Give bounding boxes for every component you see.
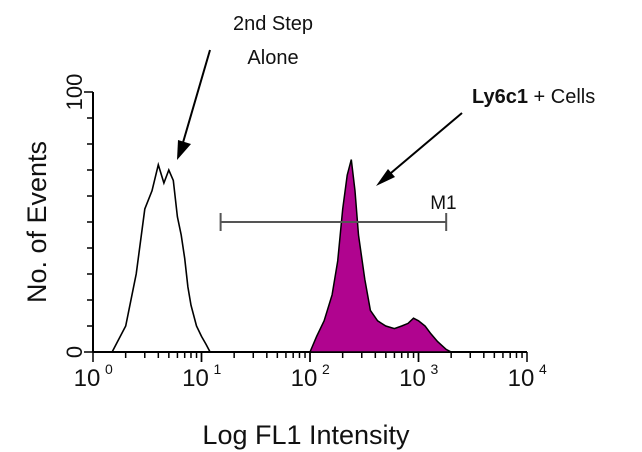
annotation-ly6c1-rest: + Cells [528, 86, 595, 108]
annotation-ly6c1-arrow [384, 112, 463, 179]
x-tick-labels: 10 0 10 1 10 2 10 3 10 4 [74, 361, 547, 392]
marker-m1: M1 [219, 193, 457, 231]
annotation-ly6c1-arrowhead [376, 169, 395, 186]
annotation-2nd-step: 2nd Step Alone [177, 13, 313, 160]
x-tick-label-exponent: 1 [214, 361, 222, 377]
annotation-ly6c1-label: Ly6c1 + Cells [472, 86, 595, 108]
annotation-ly6c1-bold: Ly6c1 [472, 86, 528, 108]
annotation-2nd-step-line2: Alone [247, 47, 298, 69]
m1-label: M1 [430, 193, 456, 214]
series-2nd-step-alone [111, 161, 211, 353]
y-tick-label: 100 [62, 74, 87, 111]
x-tick-label: 10 [182, 365, 209, 392]
x-tick-label-exponent: 2 [322, 361, 330, 377]
y-tick-labels: 0 100 [62, 74, 87, 358]
y-axis-title: No. of Events [22, 141, 52, 303]
annotation-2nd-step-arrow [181, 49, 211, 147]
x-axis-title: Log FL1 Intensity [202, 420, 410, 450]
annotation-ly6c1: Ly6c1 + Cells [376, 86, 595, 186]
x-tick-label: 10 [74, 365, 101, 392]
annotation-2nd-step-arrowhead [177, 140, 191, 160]
annotation-2nd-step-line1: 2nd Step [233, 13, 313, 35]
series-ly6c1-cells [308, 159, 452, 353]
x-tick-label: 10 [291, 365, 318, 392]
y-minor-ticks [84, 91, 93, 353]
x-tick-label-exponent: 3 [431, 361, 439, 377]
x-tick-label: 10 [399, 365, 426, 392]
x-minor-ticks [92, 352, 528, 362]
y-tick-label: 0 [62, 346, 87, 358]
series-layer [111, 159, 452, 353]
x-tick-label-exponent: 0 [105, 361, 113, 377]
x-tick-label: 10 [508, 365, 535, 392]
x-tick-label-exponent: 4 [539, 361, 547, 377]
